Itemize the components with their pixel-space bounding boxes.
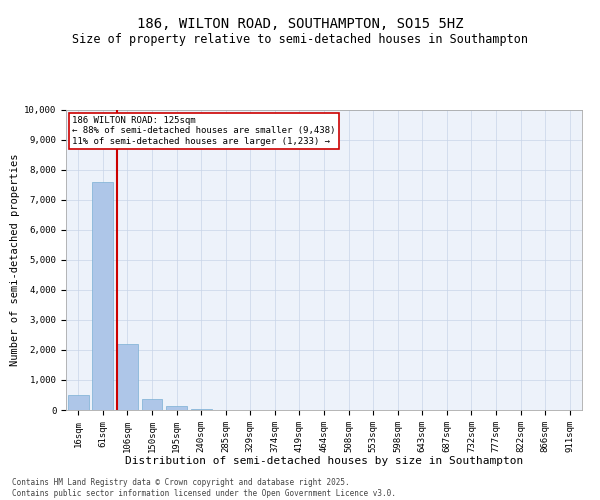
Bar: [117, 344, 138, 410]
Bar: [191, 408, 212, 410]
Bar: [166, 406, 187, 410]
Text: 186, WILTON ROAD, SOUTHAMPTON, SO15 5HZ: 186, WILTON ROAD, SOUTHAMPTON, SO15 5HZ: [137, 18, 463, 32]
Bar: [142, 398, 163, 410]
X-axis label: Distribution of semi-detached houses by size in Southampton: Distribution of semi-detached houses by …: [125, 456, 523, 466]
Bar: [68, 395, 89, 410]
Text: 186 WILTON ROAD: 125sqm
← 88% of semi-detached houses are smaller (9,438)
11% of: 186 WILTON ROAD: 125sqm ← 88% of semi-de…: [72, 116, 335, 146]
Bar: [92, 182, 113, 410]
Y-axis label: Number of semi-detached properties: Number of semi-detached properties: [10, 154, 20, 366]
Text: Contains HM Land Registry data © Crown copyright and database right 2025.
Contai: Contains HM Land Registry data © Crown c…: [12, 478, 396, 498]
Text: Size of property relative to semi-detached houses in Southampton: Size of property relative to semi-detach…: [72, 32, 528, 46]
